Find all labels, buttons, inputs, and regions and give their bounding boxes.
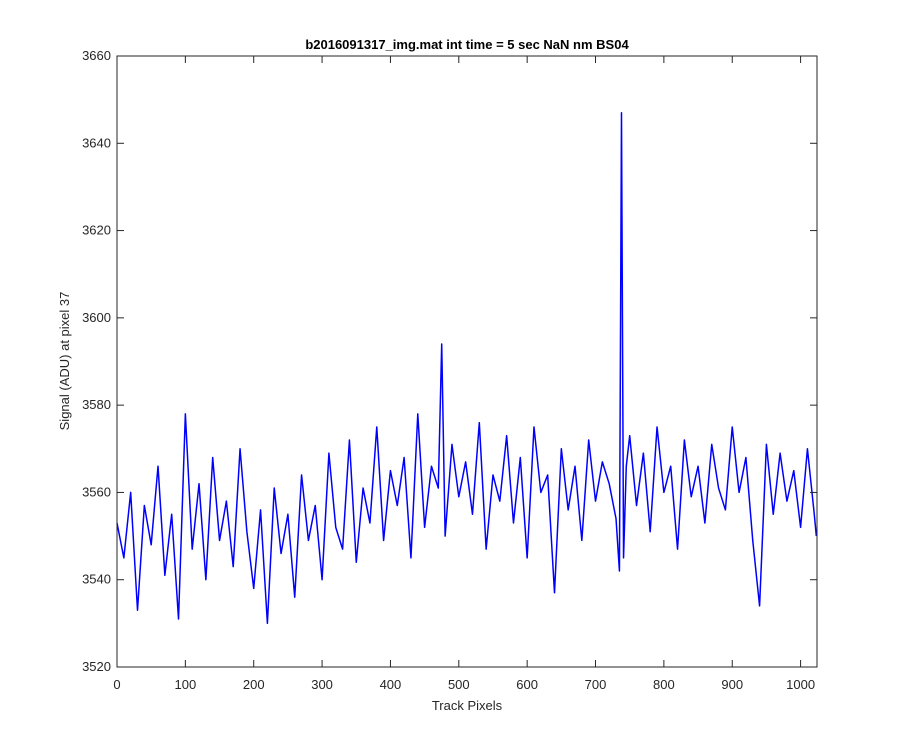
y-axis-label: Signal (ADU) at pixel 37 (57, 292, 72, 431)
x-tick-label: 900 (721, 677, 743, 692)
y-tick-label: 3660 (82, 48, 111, 63)
x-axis-label: Track Pixels (432, 698, 503, 713)
x-tick-label: 600 (516, 677, 538, 692)
series-layer (116, 111, 818, 625)
x-tick-label: 100 (175, 677, 197, 692)
plot-area (117, 56, 817, 667)
y-tick-label: 3640 (82, 135, 111, 150)
x-tick-label: 500 (448, 677, 470, 692)
x-tick-label: 0 (113, 677, 120, 692)
y-tick-label: 3560 (82, 484, 111, 499)
chart-title: b2016091317_img.mat int time = 5 sec NaN… (305, 37, 629, 52)
y-tick-label: 3520 (82, 659, 111, 674)
axes-box (116, 55, 818, 668)
y-tick-label: 3620 (82, 223, 111, 238)
x-tick-label: 800 (653, 677, 675, 692)
series-line (116, 111, 818, 625)
y-tick-label: 3540 (82, 572, 111, 587)
ticks-layer: 0 100 200 300 400 500 600 700 800 900 1000 3520 3540… (82, 48, 817, 692)
x-tick-label: 200 (243, 677, 265, 692)
y-tick-label: 3580 (82, 397, 111, 412)
x-tick-label: 300 (311, 677, 333, 692)
x-tick-label: 700 (585, 677, 607, 692)
x-tick-label: 400 (380, 677, 402, 692)
x-tick-label: 1000 (786, 677, 815, 692)
y-tick-label: 3600 (82, 310, 111, 325)
